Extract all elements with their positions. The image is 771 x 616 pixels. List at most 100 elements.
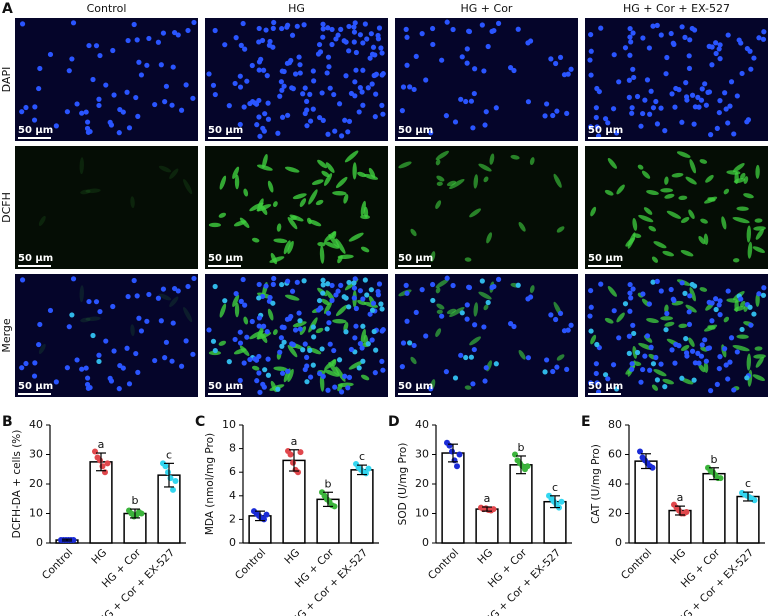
nucleus bbox=[324, 326, 330, 332]
nucleus bbox=[594, 85, 600, 92]
data-point bbox=[637, 448, 643, 455]
green-cell bbox=[337, 255, 343, 264]
nucleus bbox=[31, 373, 38, 379]
y-tick-label: 2 bbox=[229, 512, 236, 525]
green-cell bbox=[243, 188, 249, 197]
nucleus bbox=[723, 362, 729, 368]
nucleus bbox=[368, 287, 374, 293]
data-point bbox=[297, 449, 304, 456]
nucleus bbox=[653, 98, 659, 105]
nucleus bbox=[485, 299, 491, 306]
green-cell bbox=[637, 164, 644, 170]
nucleus bbox=[226, 359, 232, 365]
nucleus bbox=[411, 86, 417, 93]
nucleus bbox=[222, 298, 228, 304]
nucleus bbox=[53, 123, 59, 129]
green-cell bbox=[335, 304, 348, 317]
nucleus bbox=[79, 366, 85, 372]
nucleus bbox=[663, 71, 669, 77]
nucleus bbox=[277, 349, 283, 355]
green-cell bbox=[616, 312, 625, 323]
significance-letter: b bbox=[518, 441, 525, 454]
nucleus bbox=[317, 114, 323, 121]
data-point bbox=[287, 451, 294, 458]
green-cell bbox=[357, 171, 367, 178]
nucleus bbox=[365, 85, 371, 91]
y-tick-label: 80 bbox=[608, 418, 622, 431]
nucleus bbox=[748, 66, 754, 72]
nucleus bbox=[319, 90, 325, 96]
nucleus bbox=[257, 389, 263, 395]
nucleus bbox=[622, 301, 629, 307]
green-cell bbox=[662, 250, 674, 257]
nucleus bbox=[171, 29, 178, 36]
nucleus bbox=[722, 90, 728, 96]
nucleus bbox=[483, 109, 489, 115]
nucleus bbox=[256, 295, 262, 301]
nucleus bbox=[70, 276, 77, 282]
nucleus bbox=[370, 44, 377, 50]
nucleus bbox=[379, 306, 385, 312]
nucleus bbox=[588, 304, 594, 310]
nucleus bbox=[304, 379, 310, 385]
green-cell bbox=[436, 181, 443, 186]
nucleus bbox=[428, 130, 434, 136]
y-axis-label: MDA (nmol/mg Pro) bbox=[204, 433, 216, 535]
green-cell bbox=[688, 337, 695, 348]
nucleus bbox=[279, 25, 285, 32]
nucleus bbox=[744, 375, 750, 381]
y-tick-label: 30 bbox=[29, 448, 43, 461]
nucleus bbox=[634, 93, 641, 100]
scale-bar-label: 50 μm bbox=[588, 125, 623, 136]
nucleus bbox=[664, 54, 670, 61]
green-cell bbox=[473, 302, 479, 317]
nucleus bbox=[471, 90, 477, 97]
nucleus bbox=[463, 354, 469, 361]
nucleus bbox=[359, 89, 365, 95]
y-axis-label: DCFH-DA + cells (%) bbox=[11, 430, 23, 539]
panel-label: B bbox=[2, 414, 13, 430]
nucleus bbox=[511, 323, 517, 330]
nucleus bbox=[260, 125, 266, 131]
nucleus bbox=[353, 49, 359, 56]
nucleus bbox=[108, 122, 115, 128]
nucleus bbox=[695, 94, 701, 100]
nucleus bbox=[714, 381, 720, 387]
nucleus bbox=[212, 283, 218, 290]
nucleus bbox=[131, 277, 137, 284]
green-cell bbox=[732, 344, 750, 352]
green-cell bbox=[363, 206, 369, 218]
nucleus bbox=[430, 297, 436, 304]
green-cell bbox=[646, 318, 659, 324]
micrograph bbox=[15, 274, 198, 397]
nucleus bbox=[279, 281, 285, 288]
nucleus bbox=[468, 354, 475, 360]
nucleus bbox=[450, 26, 456, 33]
nucleus bbox=[163, 339, 170, 345]
error-bar bbox=[96, 452, 106, 472]
y-tick-label: 40 bbox=[608, 477, 622, 490]
nucleus bbox=[356, 109, 362, 115]
green-cell bbox=[662, 378, 674, 385]
nucleus bbox=[240, 276, 246, 283]
green-cell bbox=[435, 159, 441, 166]
green-cell bbox=[267, 180, 274, 193]
nucleus bbox=[527, 38, 534, 44]
green-cell bbox=[732, 216, 750, 224]
nucleus bbox=[379, 328, 385, 334]
nucleus bbox=[285, 112, 291, 118]
bar bbox=[736, 495, 760, 544]
nucleus bbox=[683, 335, 689, 342]
nucleus bbox=[544, 101, 550, 107]
green-cell bbox=[251, 237, 260, 243]
nucleus bbox=[249, 318, 255, 325]
nucleus bbox=[588, 72, 594, 78]
nucleus bbox=[244, 78, 250, 84]
green-cell bbox=[638, 214, 654, 223]
nucleus bbox=[357, 288, 363, 294]
nucleus bbox=[96, 96, 102, 102]
nucleus bbox=[133, 94, 139, 101]
data-point bbox=[170, 486, 176, 493]
green-cell bbox=[556, 354, 565, 361]
y-tick-label: 20 bbox=[608, 507, 622, 520]
